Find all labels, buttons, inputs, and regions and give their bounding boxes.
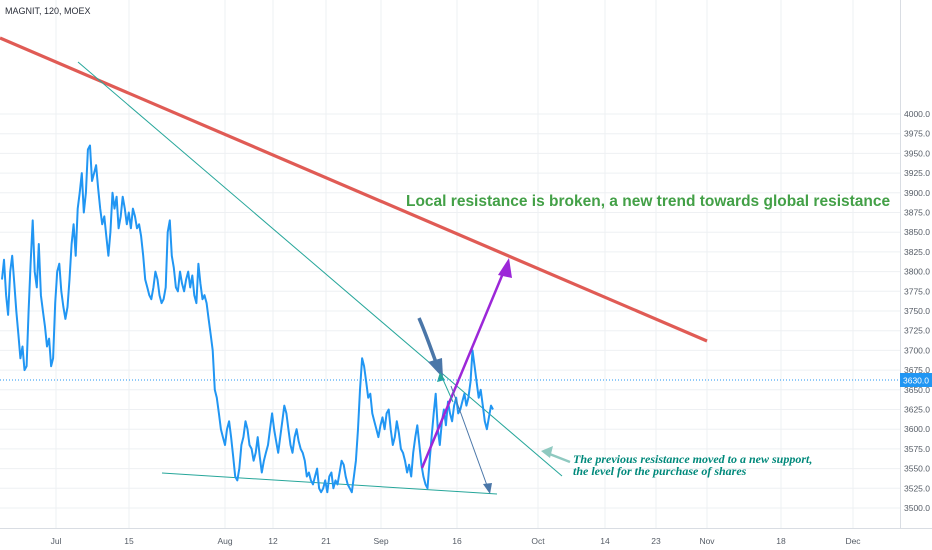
annotation-arrows <box>417 258 571 494</box>
y-tick-label: 3950.0 <box>904 148 930 158</box>
x-tick-label: Nov <box>699 536 715 546</box>
retest-arrow[interactable] <box>450 385 490 492</box>
global-resistance-line[interactable] <box>0 36 708 343</box>
y-tick-label: 3875.0 <box>904 208 930 218</box>
y-tick-label: 3700.0 <box>904 345 930 355</box>
local-resistance-line[interactable] <box>77 61 563 477</box>
main-annotation-text: Local resistance is broken, a new trend … <box>406 193 890 210</box>
y-tick-label: 3775.0 <box>904 286 930 296</box>
x-tick-label: Jul <box>51 536 62 546</box>
x-tick-label: Sep <box>373 536 388 546</box>
price-series-line <box>1 144 494 494</box>
y-tick-label: 3550.0 <box>904 464 930 474</box>
x-tick-label: 23 <box>651 536 661 546</box>
y-tick-label: 3500.0 <box>904 503 930 513</box>
x-tick-label: 14 <box>600 536 610 546</box>
y-tick-label: 3975.0 <box>904 129 930 139</box>
y-tick-label: 3650.0 <box>904 385 930 395</box>
x-tick-label: 15 <box>124 536 134 546</box>
y-tick-label: 3925.0 <box>904 168 930 178</box>
breakout-arrow[interactable] <box>417 317 439 366</box>
support-line[interactable] <box>161 472 498 495</box>
y-tick-label: 3900.0 <box>904 188 930 198</box>
y-tick-label: 3675.0 <box>904 365 930 375</box>
chart-grid <box>0 0 900 528</box>
y-tick-label: 3800.0 <box>904 267 930 277</box>
x-tick-label: 21 <box>321 536 331 546</box>
y-tick-label: 3850.0 <box>904 227 930 237</box>
note-line-2: the level for the purchase of shares <box>573 464 747 478</box>
note-arrow-head <box>541 446 553 458</box>
x-tick-label: Oct <box>531 536 545 546</box>
current-price-label: 3630.0 <box>903 376 929 386</box>
y-tick-label: 3825.0 <box>904 247 930 257</box>
x-tick-label: Aug <box>217 536 232 546</box>
y-tick-label: 3725.0 <box>904 326 930 336</box>
x-tick-label: Dec <box>845 536 861 546</box>
x-tick-label: 18 <box>776 536 786 546</box>
price-axis-background <box>900 0 932 528</box>
symbol-header[interactable]: MAGNIT, 120, MOEX <box>5 6 91 16</box>
y-tick-label: 3625.0 <box>904 405 930 415</box>
projection-arrow[interactable] <box>420 265 508 469</box>
x-tick-label: 12 <box>268 536 278 546</box>
retest-arrow-head <box>483 483 492 494</box>
y-tick-label: 4000.0 <box>904 109 930 119</box>
y-axis[interactable]: 3500.0 3525.0 3550.0 3575.0 3600.0 3625.0 3650… <box>904 109 930 513</box>
drawing-layer <box>0 36 708 495</box>
breakout-arrow-head <box>428 358 443 378</box>
current-price-badge <box>900 373 932 387</box>
x-tick-label: 16 <box>452 536 462 546</box>
note-line-1: The previous resistance moved to a new s… <box>573 452 812 466</box>
y-tick-label: 3525.0 <box>904 483 930 493</box>
x-axis: Jul 15 Aug 12 21 Sep 16 Oct 14 23 Nov 18 Dec <box>51 536 862 546</box>
y-tick-label: 3600.0 <box>904 424 930 434</box>
projection-arrow-head <box>498 258 512 278</box>
y-tick-label: 3575.0 <box>904 444 930 454</box>
y-tick-label: 3750.0 <box>904 306 930 316</box>
